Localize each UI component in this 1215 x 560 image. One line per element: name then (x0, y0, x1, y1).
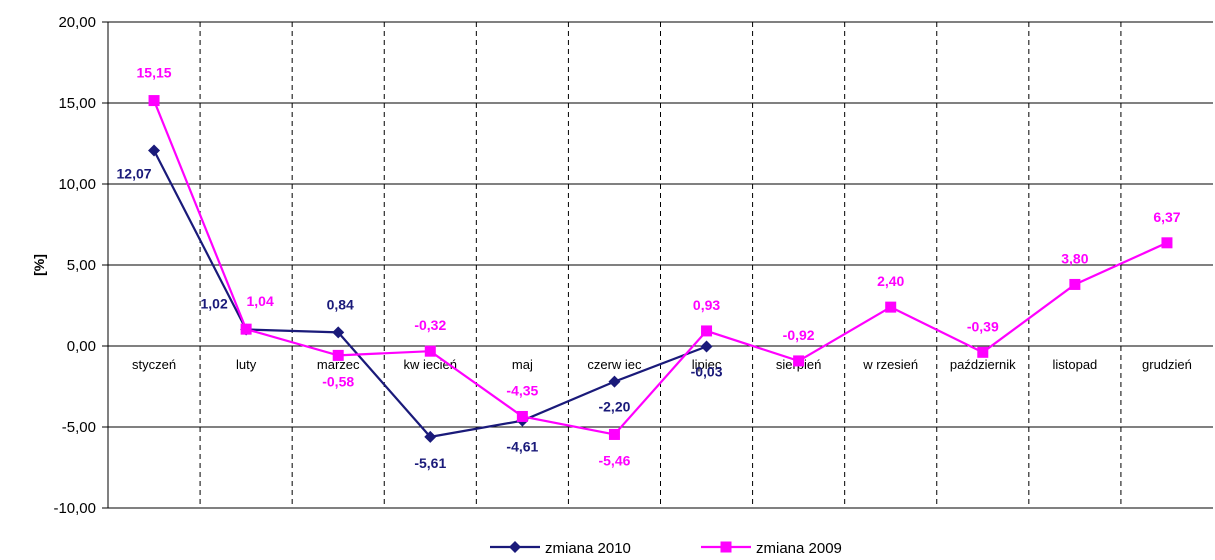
legend-marker (509, 541, 521, 553)
x-category-label: listopad (1052, 357, 1097, 372)
data-point-marker (885, 301, 897, 313)
data-label: 12,07 (117, 165, 152, 181)
data-label: -5,61 (414, 455, 446, 471)
data-point-marker (1069, 278, 1081, 290)
series-line-zmiana-2009 (153, 100, 1168, 436)
y-tick-label: 0,00 (67, 338, 96, 355)
data-label: 0,93 (693, 297, 720, 313)
data-point-marker (1161, 237, 1173, 249)
data-point-marker (424, 430, 437, 443)
data-label: 0,84 (327, 296, 354, 312)
x-category-label: marzec (317, 357, 360, 372)
y-tick-label: 15,00 (58, 95, 96, 112)
data-point-marker (424, 345, 436, 357)
data-label: 1,04 (247, 293, 274, 309)
x-category-label: maj (512, 357, 533, 372)
data-label: -0,58 (322, 373, 354, 389)
y-axis-ticks: 20,00 15,00 10,00 5,00 0,00 -5,00 -10,00 (53, 14, 108, 517)
x-category-label: grudzień (1142, 357, 1192, 372)
y-tick-label: -10,00 (53, 500, 96, 517)
legend-label: zmiana 2010 (545, 540, 631, 557)
legend-label: zmiana 2009 (756, 540, 842, 557)
data-point-marker (148, 95, 160, 107)
grid (108, 21, 1213, 509)
data-label: 6,37 (1153, 209, 1180, 225)
legend-marker (720, 541, 732, 553)
data-point-marker (608, 375, 621, 388)
data-point-marker (977, 346, 989, 358)
data-label: -5,46 (598, 452, 630, 468)
data-point-marker (148, 144, 161, 157)
x-category-label: w rzesień (862, 357, 918, 372)
data-label: 3,80 (1061, 250, 1088, 266)
data-label: -0,03 (691, 363, 723, 379)
data-label: -2,20 (598, 399, 630, 415)
data-label: -0,32 (414, 317, 446, 333)
data-point-marker (332, 349, 344, 361)
y-axis-title: [%] (31, 254, 47, 276)
data-point-marker (332, 326, 345, 339)
x-category-label: październik (950, 357, 1016, 372)
series-line-zmiana-2010 (153, 149, 707, 439)
legend: zmiana 2010 zmiana 2009 (490, 540, 842, 557)
y-tick-label: 10,00 (58, 176, 96, 193)
data-label: -4,35 (506, 382, 538, 398)
data-label: -4,61 (506, 439, 538, 455)
y-tick-label: -5,00 (62, 419, 96, 436)
data-point-marker (240, 323, 252, 335)
y-tick-label: 20,00 (58, 14, 96, 31)
x-category-label: lipiec (692, 357, 722, 372)
x-category-label: czerw iec (587, 357, 642, 372)
data-point-marker (516, 410, 528, 422)
data-label: 1,02 (201, 295, 228, 311)
data-label: -0,92 (783, 327, 815, 343)
series-markers (148, 95, 1173, 443)
data-point-marker (700, 340, 713, 353)
data-label: -0,39 (967, 318, 999, 334)
data-label: 2,40 (877, 273, 904, 289)
x-category-label: luty (236, 357, 257, 372)
data-point-marker (608, 428, 620, 440)
data-label: 15,15 (137, 65, 172, 81)
x-category-label: styczeń (132, 357, 176, 372)
data-point-marker (793, 355, 805, 367)
data-point-marker (701, 325, 713, 337)
y-tick-label: 5,00 (67, 257, 96, 274)
data-labels: 12,07 1,02 0,84 -5,61 -4,61 -2,20 -0,03 15,15 1,… (117, 65, 1181, 471)
